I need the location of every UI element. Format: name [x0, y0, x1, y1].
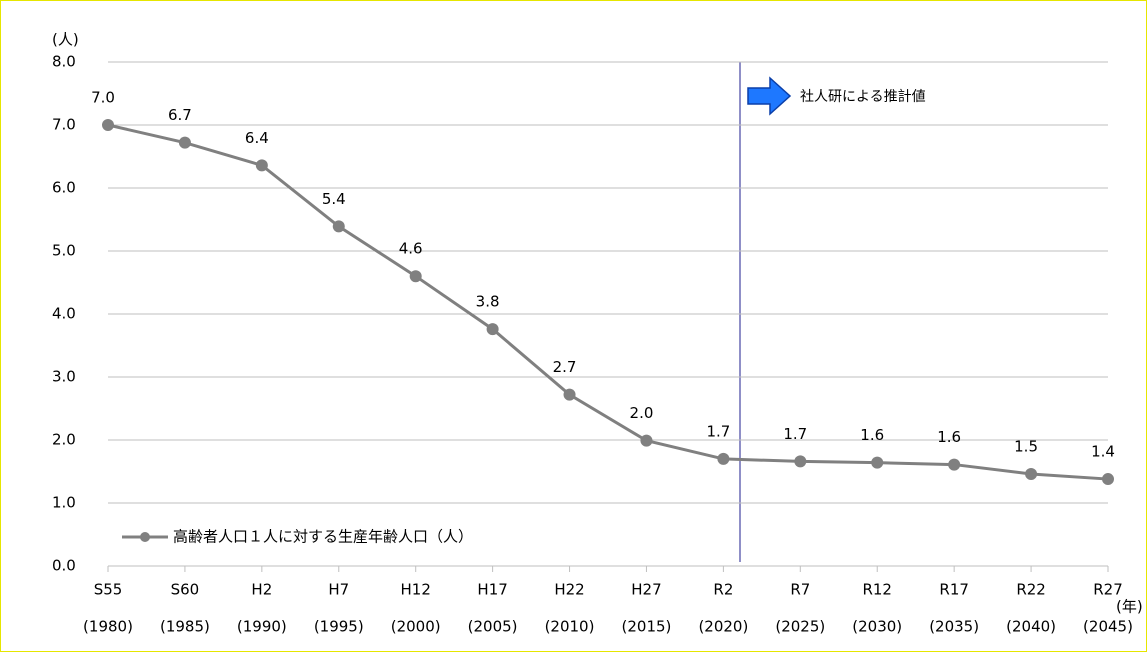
point	[102, 119, 114, 131]
y-tick-label: 1.0	[52, 494, 76, 512]
data-label: 1.6	[937, 428, 961, 446]
data-label: 1.7	[706, 422, 730, 440]
y-unit-label: (人)	[52, 31, 79, 49]
x-tick-sublabel: (2020)	[698, 618, 748, 636]
x-tick-label: H7	[328, 581, 349, 599]
x-tick-label: H27	[631, 581, 661, 599]
x-tick-label: H22	[554, 581, 584, 599]
point	[1025, 468, 1038, 481]
x-tick-sublabel: (2035)	[929, 618, 979, 636]
data-label: 2.0	[630, 404, 654, 422]
point	[332, 220, 345, 233]
point	[794, 455, 807, 468]
data-label: 1.5	[1014, 438, 1038, 456]
data-label: 6.7	[168, 106, 192, 124]
y-tick-label: 7.0	[52, 116, 76, 134]
x-tick-label: H12	[401, 581, 431, 599]
x-tick-sublabel: (2005)	[468, 618, 518, 636]
x-tick-label: R12	[862, 581, 892, 599]
x-tick-sublabel: (2025)	[775, 618, 825, 636]
y-tick-label: 8.0	[52, 53, 76, 71]
projection-arrow	[747, 76, 792, 116]
data-label: 1.4	[1091, 443, 1115, 461]
point	[717, 452, 730, 465]
x-tick-sublabel: (2030)	[852, 618, 902, 636]
data-label: 4.6	[399, 240, 423, 258]
point	[871, 456, 884, 469]
x-tick-sublabel: (1980)	[83, 618, 133, 636]
annotation: 社人研による推計値	[800, 89, 926, 105]
x-tick-label: R17	[939, 581, 969, 599]
legend-label: 高齢者人口１人に対する生産年齢人口（人）	[173, 528, 473, 546]
x-tick-sublabel: (2045)	[1083, 618, 1133, 636]
point	[563, 388, 576, 401]
x-tick-sublabel: (2040)	[1006, 618, 1056, 636]
y-tick-label: 3.0	[52, 368, 76, 386]
y-tick-label: 4.0	[52, 305, 76, 323]
data-label: 3.8	[476, 293, 500, 311]
x-tick-sublabel: (2015)	[622, 618, 672, 636]
y-tick-label: 2.0	[52, 431, 76, 449]
x-tick-sublabel: (1995)	[314, 618, 364, 636]
x-tick-label: S60	[171, 581, 200, 599]
point	[948, 458, 961, 471]
y-tick-label: 5.0	[52, 242, 76, 260]
point	[255, 159, 268, 172]
y-tick-label: 6.0	[52, 179, 76, 197]
data-label: 6.4	[245, 129, 269, 147]
x-tick-label: H17	[477, 581, 507, 599]
data-label: 1.6	[860, 426, 884, 444]
series-line	[107, 123, 1109, 481]
x-tick-sublabel: (1990)	[237, 618, 287, 636]
x-tick-label: R27	[1093, 581, 1123, 599]
x-tick-label: R7	[790, 581, 810, 599]
point	[178, 136, 191, 149]
x-tick-sublabel: (2000)	[391, 618, 441, 636]
point	[486, 323, 499, 336]
point	[640, 434, 653, 447]
point	[1102, 473, 1114, 486]
data-label: 7.0	[91, 89, 115, 107]
x-tick-label: H2	[251, 581, 272, 599]
x-tick-sublabel: (2010)	[545, 618, 595, 636]
data-label: 2.7	[553, 358, 577, 376]
x-unit-label: (年)	[1116, 598, 1143, 616]
data-label: 1.7	[783, 425, 807, 443]
x-tick-sublabel: (1985)	[160, 618, 210, 636]
x-tick-label: R2	[713, 581, 733, 599]
x-tick-label: S55	[94, 581, 123, 599]
point	[409, 270, 422, 283]
x-tick-label: R22	[1016, 581, 1046, 599]
legend-marker	[140, 532, 150, 542]
data-label: 5.4	[322, 190, 346, 208]
y-tick-label: 0.0	[52, 557, 76, 575]
